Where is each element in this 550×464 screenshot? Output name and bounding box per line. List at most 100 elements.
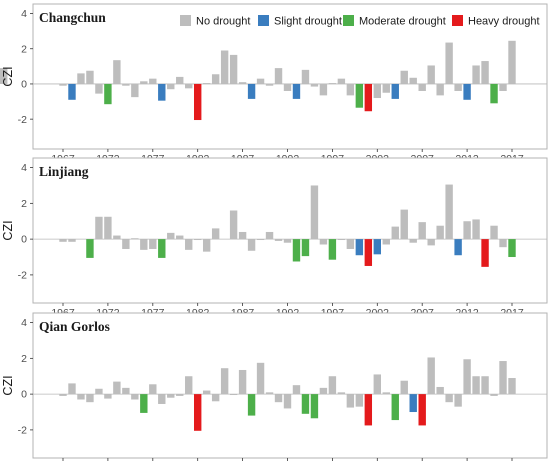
bar-1990 (265, 392, 274, 395)
bar-1987 (238, 231, 247, 240)
bar-1982 (194, 394, 202, 431)
bar-2017 (508, 40, 516, 84)
legend-label: Heavy drought (468, 16, 540, 28)
bar-1993 (292, 83, 301, 99)
bar-2007 (418, 394, 426, 426)
bar-1994 (301, 239, 310, 257)
bar-2002 (373, 83, 381, 99)
bar-1991 (274, 394, 283, 403)
x-tick-label: 2017 (500, 462, 524, 464)
bar-1984 (211, 74, 220, 84)
bar-1971 (95, 216, 103, 240)
bar-1973 (113, 235, 121, 240)
bar-2001 (364, 83, 373, 112)
bar-2014 (481, 239, 489, 267)
x-tick-label: 1972 (96, 462, 120, 464)
bar-2010 (445, 394, 453, 403)
bar-1996 (319, 83, 328, 96)
bar-1999 (346, 239, 355, 249)
bar-1999 (346, 83, 355, 96)
bar-2007 (418, 222, 426, 240)
bar-2006 (409, 239, 417, 243)
bar-1982 (194, 83, 202, 121)
y-tick-label: 0 (21, 234, 27, 246)
bar-1969 (77, 73, 85, 84)
bar-1972 (104, 394, 112, 399)
x-tick-label: 1977 (141, 462, 165, 464)
bar-1981 (185, 239, 193, 250)
bar-2016 (499, 239, 507, 248)
bar-2017 (508, 378, 516, 395)
bar-2016 (499, 83, 507, 91)
bar-2002 (373, 374, 381, 395)
bar-1995 (310, 83, 319, 87)
x-tick-label: 2002 (366, 462, 390, 464)
bar-1970 (86, 394, 94, 403)
bar-1974 (122, 83, 130, 86)
bar-1974 (122, 387, 130, 395)
bar-1970 (86, 239, 94, 258)
bar-1984 (211, 228, 220, 240)
legend: No drought Slight drought Moderate drought… (180, 15, 540, 28)
bar-1981 (185, 83, 193, 89)
bar-2006 (409, 77, 417, 84)
bar-1989 (256, 78, 265, 84)
bar-2016 (499, 361, 507, 395)
bar-1977 (149, 78, 157, 84)
bar-1994 (301, 394, 310, 414)
bar-1978 (158, 83, 166, 101)
x-tick-label: 2007 (411, 462, 435, 464)
bar-1967 (59, 394, 67, 396)
bar-2014 (481, 61, 489, 84)
bar-2005 (400, 380, 408, 395)
bar-1973 (113, 60, 121, 84)
bar-1979 (167, 232, 175, 240)
bar-1986 (229, 54, 238, 84)
bar-2011 (454, 83, 462, 91)
legend-item: No drought (180, 15, 250, 28)
bar-1996 (319, 387, 328, 395)
bar-1990 (265, 83, 274, 86)
bar-2004 (391, 226, 399, 240)
bar-1983 (202, 390, 211, 395)
bar-1983 (202, 83, 211, 84)
legend-label: Moderate drought (359, 16, 446, 28)
bar-1977 (149, 384, 157, 395)
bar-2000 (355, 83, 364, 108)
bar-2008 (427, 357, 435, 395)
bar-1989 (256, 362, 265, 395)
bar-1987 (238, 369, 247, 395)
bar-1981 (185, 376, 193, 395)
y-tick-label: 0 (21, 389, 27, 401)
bar-2017 (508, 239, 516, 258)
y-tick-label: 4 (21, 162, 27, 174)
bar-1985 (220, 368, 229, 395)
bar-1992 (283, 394, 292, 409)
bar-1976 (140, 81, 148, 84)
bar-1983 (202, 239, 211, 252)
bar-2009 (436, 386, 444, 395)
y-axis-label: CZI (1, 66, 15, 86)
bar-1998 (337, 392, 346, 395)
bar-1997 (328, 83, 337, 84)
bar-1993 (292, 239, 301, 262)
bar-2013 (472, 376, 480, 395)
panel-title: Changchun (39, 10, 106, 25)
bar-1980 (176, 235, 184, 240)
bar-1979 (167, 83, 175, 90)
legend-item: Heavy drought (452, 15, 540, 28)
legend-swatch (452, 15, 463, 26)
bar-1975 (131, 394, 139, 400)
bar-1968 (68, 83, 76, 100)
bar-1986 (229, 210, 238, 240)
bar-2009 (436, 225, 444, 240)
legend-swatch (258, 15, 269, 26)
bar-1976 (140, 239, 148, 250)
bar-1975 (131, 238, 139, 240)
bar-1972 (104, 83, 112, 105)
y-tick-label: 4 (21, 317, 27, 329)
bar-1976 (140, 394, 148, 413)
bar-1972 (104, 216, 112, 240)
bar-2013 (472, 65, 480, 84)
